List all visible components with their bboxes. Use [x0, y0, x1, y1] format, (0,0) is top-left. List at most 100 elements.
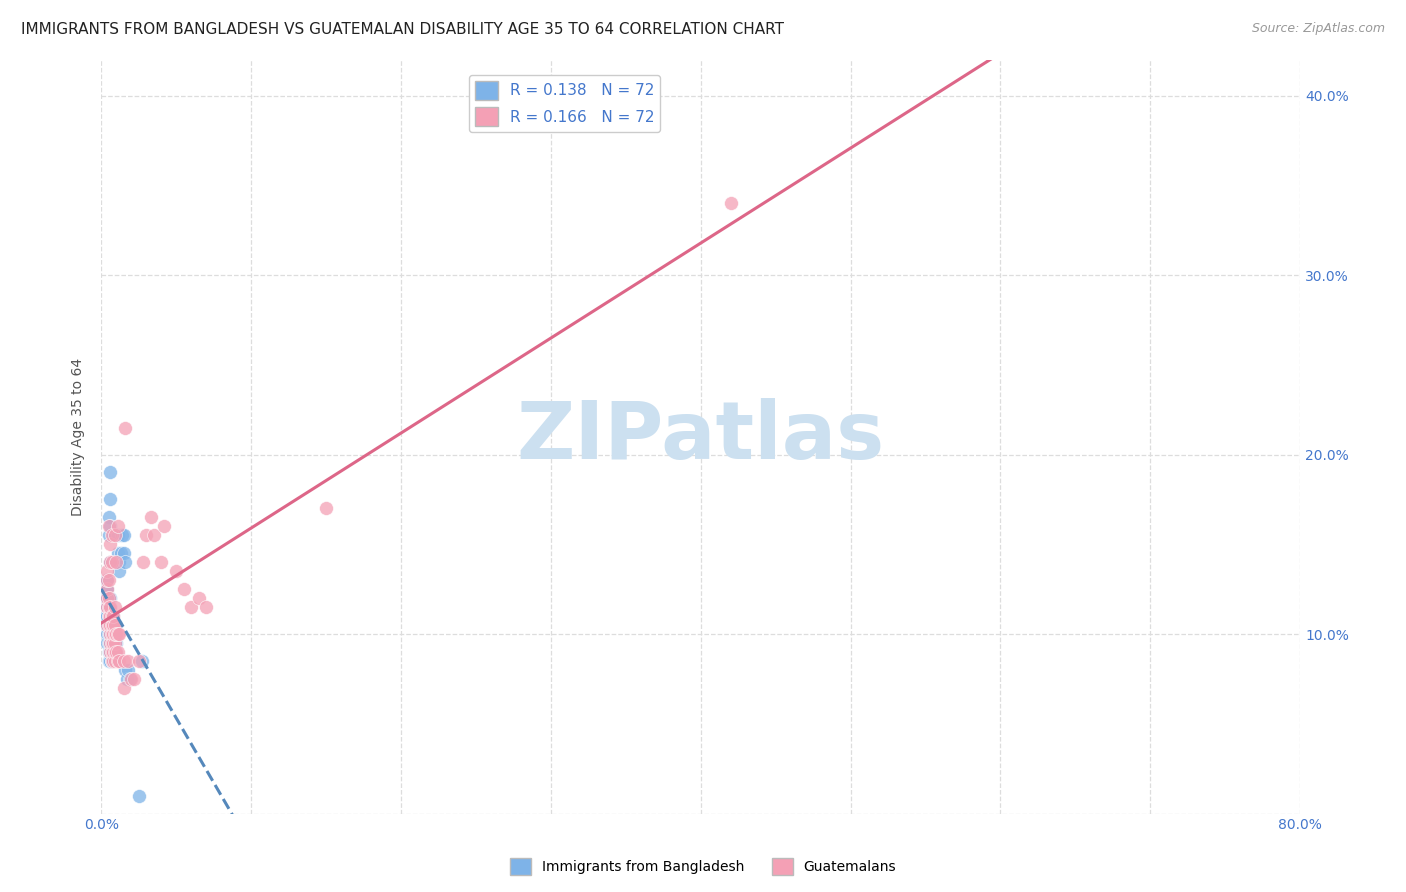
Point [100, 654, 122, 668]
Point [104, 555, 127, 569]
Point [720, 196, 742, 211]
Point [104, 618, 127, 632]
Point [96, 636, 118, 650]
Point [110, 546, 132, 560]
Point [180, 600, 202, 615]
Point [97, 591, 120, 606]
Point [100, 609, 122, 624]
Point [98, 600, 121, 615]
Point [105, 618, 128, 632]
Point [97, 627, 120, 641]
Point [112, 681, 135, 695]
Point [105, 645, 128, 659]
Point [195, 600, 218, 615]
Point [100, 627, 122, 641]
Point [117, 663, 139, 677]
Point [122, 672, 145, 686]
Point [98, 618, 121, 632]
Point [104, 636, 127, 650]
Point [98, 627, 121, 641]
Point [103, 645, 125, 659]
Point [96, 618, 118, 632]
Point [98, 618, 121, 632]
Point [97, 654, 120, 668]
Point [132, 555, 155, 569]
Text: ZIPatlas: ZIPatlas [516, 398, 884, 475]
Point [104, 645, 127, 659]
Point [103, 618, 125, 632]
Point [139, 510, 162, 524]
Point [98, 609, 121, 624]
Y-axis label: Disability Age 35 to 64: Disability Age 35 to 64 [72, 358, 86, 516]
Point [98, 492, 121, 507]
Point [98, 519, 121, 533]
Point [128, 654, 150, 668]
Point [104, 528, 127, 542]
Point [100, 609, 122, 624]
Point [103, 627, 125, 641]
Point [105, 645, 128, 659]
Point [153, 519, 176, 533]
Point [97, 609, 120, 624]
Point [98, 555, 121, 569]
Point [120, 672, 142, 686]
Point [118, 672, 141, 686]
Point [94, 609, 117, 624]
Point [108, 555, 131, 569]
Point [115, 672, 138, 686]
Point [107, 627, 129, 641]
Point [103, 528, 125, 542]
Point [100, 627, 122, 641]
Point [103, 645, 125, 659]
Point [104, 528, 127, 542]
Point [104, 636, 127, 650]
Point [103, 654, 125, 668]
Point [114, 555, 136, 569]
Point [96, 564, 118, 578]
Point [103, 636, 125, 650]
Point [96, 600, 118, 615]
Point [187, 591, 209, 606]
Point [96, 600, 118, 615]
Point [104, 600, 127, 615]
Point [142, 528, 165, 542]
Point [96, 609, 118, 624]
Text: Source: ZipAtlas.com: Source: ZipAtlas.com [1251, 22, 1385, 36]
Point [98, 466, 121, 480]
Point [108, 627, 131, 641]
Point [94, 618, 117, 632]
Point [135, 528, 157, 542]
Point [112, 654, 135, 668]
Point [107, 546, 129, 560]
Text: IMMIGRANTS FROM BANGLADESH VS GUATEMALAN DISABILITY AGE 35 TO 64 CORRELATION CHA: IMMIGRANTS FROM BANGLADESH VS GUATEMALAN… [21, 22, 785, 37]
Point [96, 573, 118, 587]
Point [98, 645, 121, 659]
Point [107, 519, 129, 533]
Point [96, 573, 118, 587]
Point [98, 636, 121, 650]
Point [103, 627, 125, 641]
Point [103, 609, 125, 624]
Point [150, 555, 173, 569]
Point [96, 582, 118, 596]
Point [108, 564, 131, 578]
Point [103, 609, 125, 624]
Point [105, 636, 128, 650]
Point [173, 582, 195, 596]
Point [94, 573, 117, 587]
Point [128, 789, 150, 803]
Point [98, 600, 121, 615]
Point [105, 555, 128, 569]
Point [98, 591, 121, 606]
Point [98, 654, 121, 668]
Point [103, 636, 125, 650]
Point [94, 582, 117, 596]
Point [96, 582, 118, 596]
Point [100, 654, 122, 668]
Point [98, 627, 121, 641]
Point [103, 618, 125, 632]
Point [96, 627, 118, 641]
Point [97, 600, 120, 615]
Point [107, 654, 129, 668]
Point [104, 645, 127, 659]
